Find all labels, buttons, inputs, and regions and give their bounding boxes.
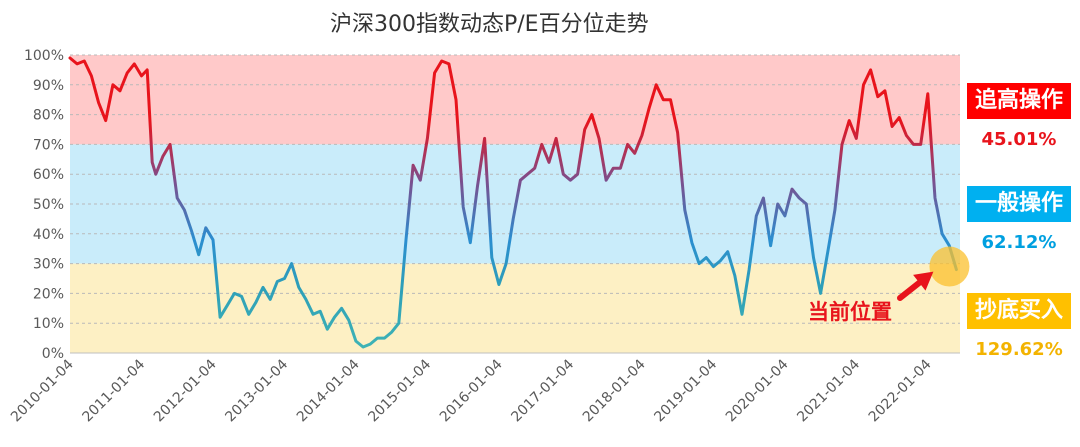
x-tick-label: 2017-01-04 <box>508 356 577 425</box>
band-0 <box>70 55 960 145</box>
x-tick-label: 2011-01-04 <box>79 356 148 425</box>
y-tick-label: 10% <box>33 316 64 332</box>
arrow-head <box>913 271 934 291</box>
x-tick-group: 2022-01-04 <box>866 356 935 425</box>
x-tick-group: 2010-01-04 <box>8 356 77 425</box>
x-tick-label: 2012-01-04 <box>151 356 220 425</box>
series-line-0 <box>68 56 958 349</box>
x-tick-group: 2016-01-04 <box>437 356 506 425</box>
x-tick-group: 2011-01-04 <box>79 356 148 425</box>
y-tick-label: 60% <box>33 167 64 183</box>
series-layer <box>68 56 958 349</box>
y-tick-label: 40% <box>33 227 64 243</box>
y-tick-label: 80% <box>33 108 64 124</box>
x-tick-group: 2012-01-04 <box>151 356 220 425</box>
x-tick-label: 2016-01-04 <box>437 356 506 425</box>
y-tick-label: 30% <box>33 257 64 273</box>
y-tick-label: 20% <box>33 286 64 302</box>
y-tick-label: 0% <box>42 346 64 362</box>
x-tick-group: 2019-01-04 <box>651 356 720 425</box>
legend-value-normal: 62.12% <box>981 232 1057 253</box>
x-ticks: 2010-01-04 2011-01-04 2012-01-04 2013-01-04… <box>8 356 935 425</box>
legend-box-bottom: 抄底买入 <box>967 293 1071 329</box>
y-tick-label: 70% <box>33 137 64 153</box>
x-tick-group: 2021-01-04 <box>794 356 863 425</box>
x-tick-group: 2013-01-04 <box>222 356 291 425</box>
y-tick-label: 100% <box>24 48 64 64</box>
x-tick-label: 2021-01-04 <box>794 356 863 425</box>
y-tick-label: 50% <box>33 197 64 213</box>
x-tick-group: 2018-01-04 <box>580 356 649 425</box>
x-tick-group: 2014-01-04 <box>294 356 363 425</box>
current-position-label: 当前位置 <box>808 300 892 324</box>
x-tick-group: 2017-01-04 <box>508 356 577 425</box>
legend-value-bottom: 129.62% <box>975 339 1063 360</box>
x-tick-group: 2015-01-04 <box>365 356 434 425</box>
x-tick-group: 2020-01-04 <box>723 356 792 425</box>
x-tick-label: 2019-01-04 <box>651 356 720 425</box>
x-tick-label: 2020-01-04 <box>723 356 792 425</box>
legend-box-chase: 追高操作 <box>967 83 1071 119</box>
x-tick-label: 2018-01-04 <box>580 356 649 425</box>
x-tick-label: 2010-01-04 <box>8 356 77 425</box>
legend-box-normal: 一般操作 <box>967 186 1071 222</box>
legend-value-chase: 45.01% <box>981 129 1057 150</box>
arrow-shaft <box>897 277 926 301</box>
x-tick-label: 2015-01-04 <box>365 356 434 425</box>
chart-title: 沪深300指数动态P/E百分位走势 <box>330 12 649 37</box>
y-ticks: 0% 10% 20% 30% 40% 50% 60% 70% 80% 90% 100% <box>24 48 64 362</box>
current-position-marker <box>929 246 970 287</box>
x-tick-label: 2014-01-04 <box>294 356 363 425</box>
y-tick-label: 90% <box>33 78 64 94</box>
annotation-layer <box>897 246 970 301</box>
x-tick-label: 2022-01-04 <box>866 356 935 425</box>
x-tick-label: 2013-01-04 <box>222 356 291 425</box>
